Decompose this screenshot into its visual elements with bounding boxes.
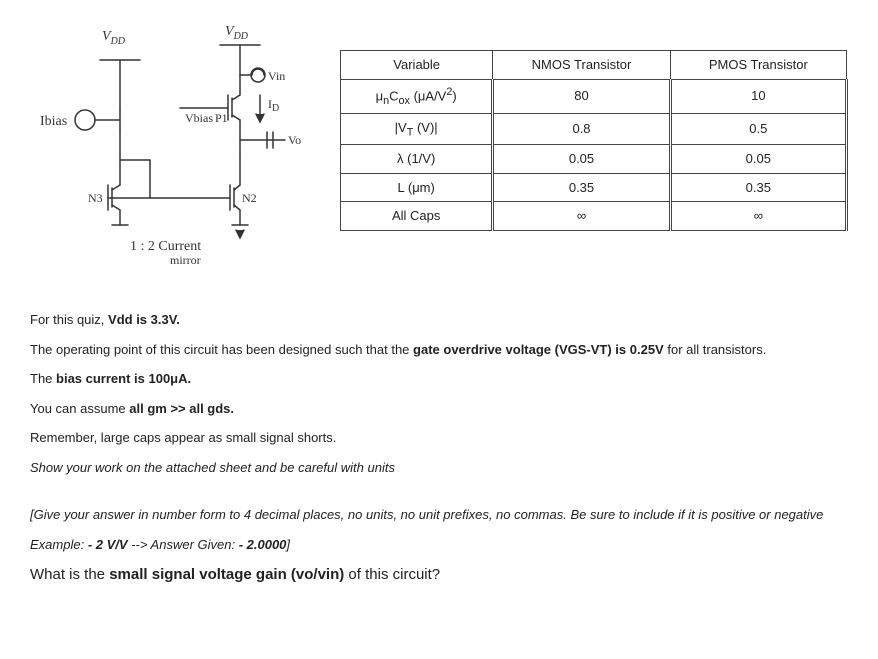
svg-text:mirror: mirror bbox=[170, 253, 201, 267]
cell-var: |VT (V)| bbox=[341, 113, 493, 145]
parameters-table: Variable NMOS Transistor PMOS Transistor… bbox=[340, 50, 848, 231]
cell-var: μnCox (μA/V2) bbox=[341, 79, 493, 113]
svg-text:P1: P1 bbox=[215, 111, 228, 125]
question: What is the small signal voltage gain (v… bbox=[30, 564, 848, 587]
para-show-work: Show your work on the attached sheet and… bbox=[30, 458, 848, 478]
cell-var: All Caps bbox=[341, 202, 493, 231]
para-vdd: For this quiz, Vdd is 3.3V. bbox=[30, 310, 848, 330]
col-pmos: PMOS Transistor bbox=[670, 51, 846, 80]
table-row: λ (1/V)0.050.05 bbox=[341, 145, 847, 174]
svg-text:N3: N3 bbox=[88, 191, 103, 205]
svg-text:Vbias: Vbias bbox=[185, 111, 213, 125]
svg-text:1 : 2 Current: 1 : 2 Current bbox=[130, 239, 201, 254]
table-header-row: Variable NMOS Transistor PMOS Transistor bbox=[341, 51, 847, 80]
svg-text:Vin: Vin bbox=[268, 69, 285, 83]
table-row: μnCox (μA/V2)8010 bbox=[341, 79, 847, 113]
svg-text:Vo: Vo bbox=[288, 133, 301, 147]
para-bias: The bias current is 100μA. bbox=[30, 369, 848, 389]
col-variable: Variable bbox=[341, 51, 493, 80]
svg-text:Ibias: Ibias bbox=[40, 114, 67, 129]
cell-var: λ (1/V) bbox=[341, 145, 493, 174]
svg-text:VDD: VDD bbox=[102, 29, 126, 47]
svg-text:ID: ID bbox=[268, 97, 279, 114]
para-caps: Remember, large caps appear as small sig… bbox=[30, 428, 848, 448]
table-row: All Caps∞∞ bbox=[341, 202, 847, 231]
para-overdrive: The operating point of this circuit has … bbox=[30, 340, 848, 360]
problem-statement: For this quiz, Vdd is 3.3V. The operatin… bbox=[30, 310, 848, 587]
svg-text:VDD: VDD bbox=[225, 24, 249, 42]
para-answer-format: [Give your answer in number form to 4 de… bbox=[30, 505, 848, 525]
table-row: |VT (V)|0.80.5 bbox=[341, 113, 847, 145]
table-row: L (μm)0.350.35 bbox=[341, 173, 847, 202]
cell-var: L (μm) bbox=[341, 173, 493, 202]
para-example: Example: - 2 V/V --> Answer Given: - 2.0… bbox=[30, 535, 848, 555]
svg-text:N2: N2 bbox=[242, 191, 257, 205]
circuit-schematic: VDD VDD Ibias Vbias P1 Vin ID Vo N3 N2 1… bbox=[30, 20, 320, 270]
para-gm: You can assume all gm >> all gds. bbox=[30, 399, 848, 419]
col-nmos: NMOS Transistor bbox=[493, 51, 670, 80]
